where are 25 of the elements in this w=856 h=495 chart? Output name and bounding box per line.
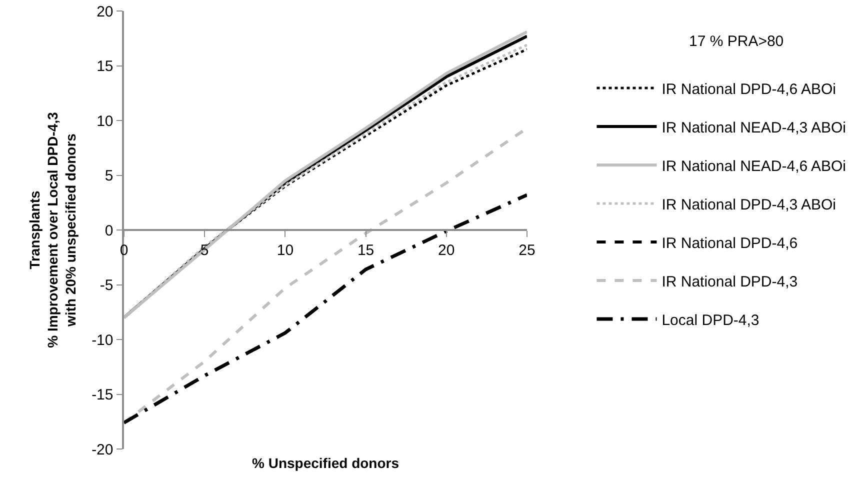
x-axis-title: % Unspecified donors [252, 455, 400, 471]
y-tick-label: 20 [96, 3, 114, 20]
legend-label: IR National DPD-4,6 ABOi [662, 80, 836, 98]
y-tick-label: 10 [96, 112, 114, 130]
legend-label: IR National DPD-4,6 [662, 234, 798, 252]
text: 17 % PRA>80 [689, 33, 784, 50]
x-tick-label: 20 [438, 242, 455, 259]
x-tick-label: 5 [200, 242, 209, 259]
x-tick-label: 0 [120, 242, 128, 259]
x-tick-label: 25 [518, 242, 536, 259]
y-tick-label: -15 [92, 386, 114, 404]
y-tick-label: -10 [92, 332, 114, 349]
legend-label: IR National NEAD-4,3 ABOi [662, 119, 846, 136]
legend-label: IR National DPD-4,3 ABOi [662, 196, 836, 214]
legend-label: IR National DPD-4,3 [662, 273, 798, 290]
y-tick-label: -20 [92, 441, 114, 458]
y-axis-title: Transplants % Improvement over Local DPD-4,3 with 20% unspecified donors [26, 112, 79, 348]
y-tick-label: 5 [104, 168, 114, 184]
legend-label: Local DPD-4,3 [662, 312, 760, 329]
legend-label: IR National NEAD-4,6 ABOi [662, 158, 846, 175]
y-tick-label: 15 [96, 58, 114, 75]
x-tick-label: 10 [276, 242, 294, 259]
y-tick-label: 0 [104, 222, 114, 240]
y-tick-label: -5 [100, 277, 114, 294]
x-tick-label: 15 [357, 242, 374, 259]
